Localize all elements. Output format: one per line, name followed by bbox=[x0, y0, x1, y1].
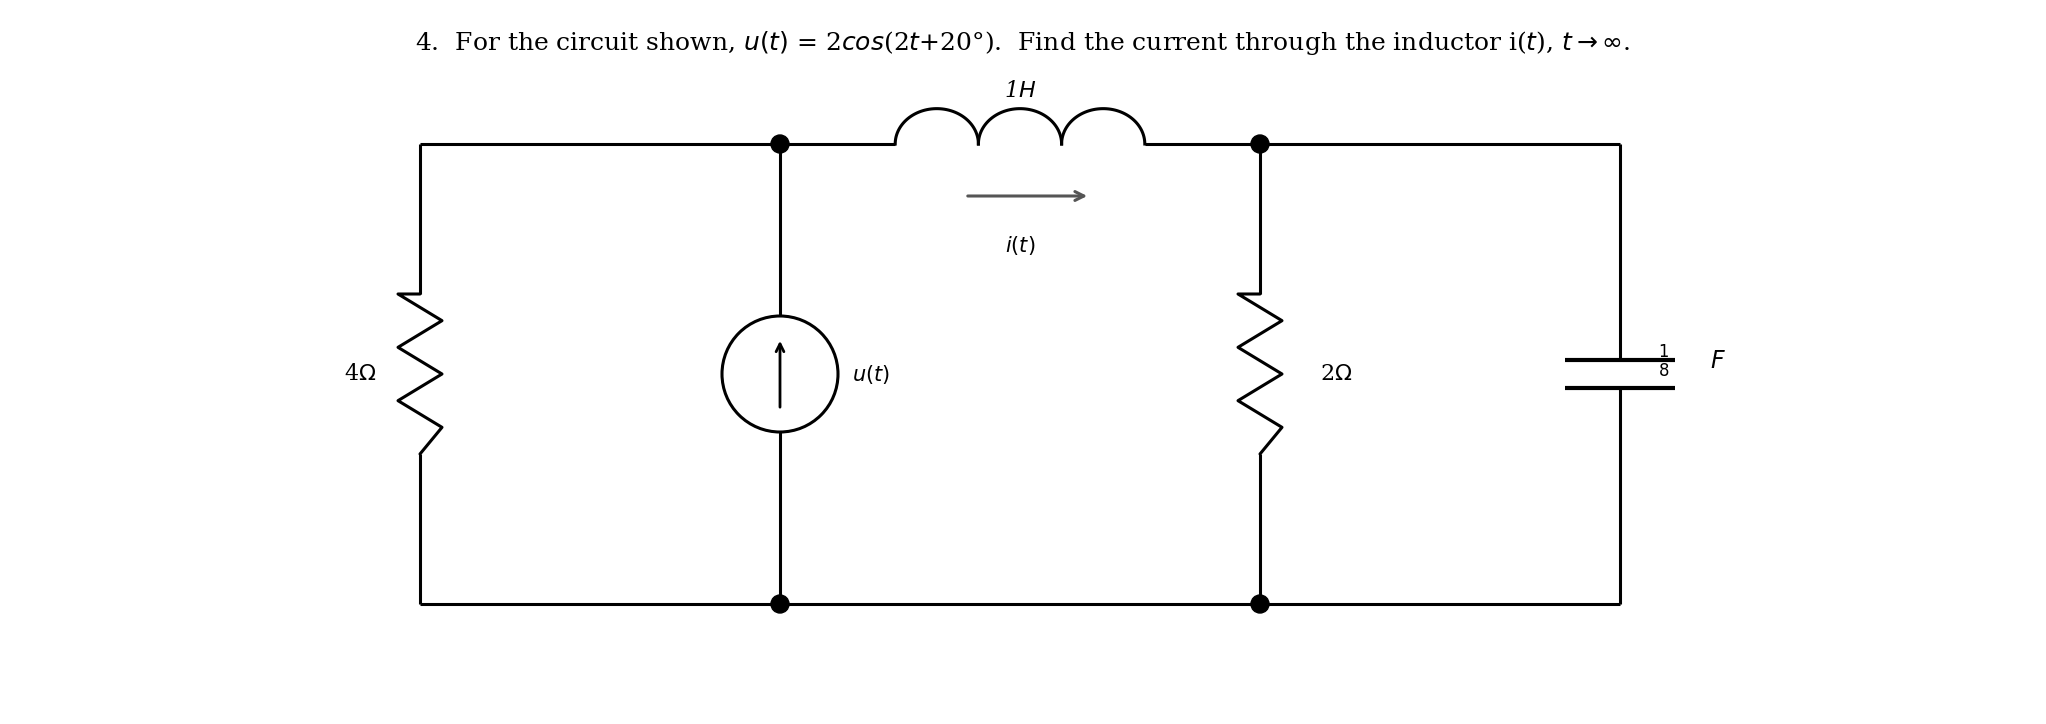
Text: 4$\Omega$: 4$\Omega$ bbox=[344, 363, 376, 385]
Text: $F$: $F$ bbox=[1710, 350, 1727, 373]
Text: 2$\Omega$: 2$\Omega$ bbox=[1320, 363, 1352, 385]
Circle shape bbox=[771, 135, 790, 153]
Text: $i(t)$: $i(t)$ bbox=[1005, 234, 1035, 257]
Text: 1$H$: 1$H$ bbox=[1005, 80, 1035, 102]
Text: 4.  For the circuit shown, $u(t)$ = 2$cos$(2$t$+20°).  Find the current through : 4. For the circuit shown, $u(t)$ = 2$cos… bbox=[415, 29, 1631, 57]
Circle shape bbox=[771, 595, 790, 613]
Text: $u(t)$: $u(t)$ bbox=[851, 363, 890, 385]
Circle shape bbox=[1250, 595, 1269, 613]
Circle shape bbox=[1250, 135, 1269, 153]
Text: $\frac{1}{8}$: $\frac{1}{8}$ bbox=[1657, 342, 1670, 379]
